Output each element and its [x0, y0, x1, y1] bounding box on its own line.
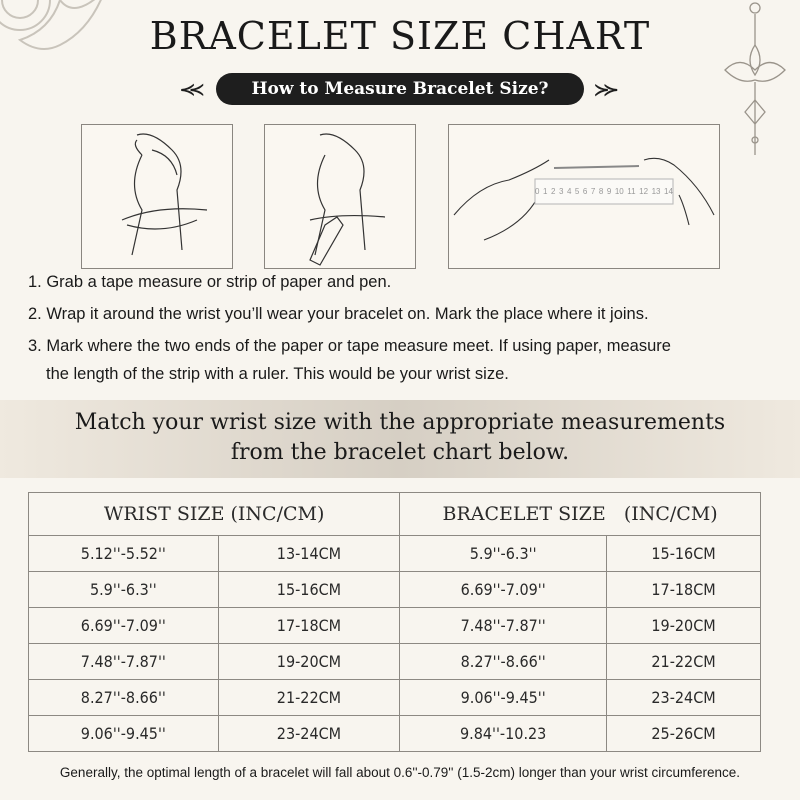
table-cell: 7.48''-7.87'': [28, 643, 219, 680]
table-cell: 6.69''-7.09'': [399, 571, 608, 608]
band-line-1: Match your wrist size with the appropria…: [74, 410, 726, 435]
table-cell: 23-24CM: [217, 715, 401, 752]
ruler-label: 1: [542, 187, 548, 196]
table-cell: 6.69''-7.09'': [28, 607, 219, 644]
illustration-hand-mark: [264, 124, 416, 269]
table-cell: 9.84''-10.23: [399, 715, 608, 752]
table-cell: 7.48''-7.87'': [399, 607, 608, 644]
ruler-label: 13: [651, 187, 661, 196]
ruler-label: 5: [574, 187, 580, 196]
illustration-hand-wrap: [81, 124, 233, 269]
ruler-label: 3: [558, 187, 564, 196]
step-3: 3. Mark where the two ends of the paper …: [28, 337, 671, 355]
ruler-label: 4: [566, 187, 572, 196]
page-title: BRACELET SIZE CHART: [149, 14, 651, 58]
table-cell: 5.9''-6.3'': [399, 535, 608, 572]
mandala-ornament-icon: [0, 0, 102, 50]
table-row: 5.12''-5.52'' 13-14CM 5.9''-6.3'' 15-16CM: [28, 535, 761, 572]
table-cell: 13-14CM: [217, 535, 401, 572]
subtitle-pill: How to Measure Bracelet Size?: [216, 73, 584, 105]
illustration-ruler-measure: 0 1 2 3 4 5 6 7 8 9 10 11 12 13 14: [448, 124, 720, 269]
table-cell: 5.9''-6.3'': [28, 571, 219, 608]
step-2: 2. Wrap it around the wrist you’ll wear …: [28, 305, 649, 323]
ruler-label: 2: [550, 187, 556, 196]
table-cell: 9.06''-9.45'': [28, 715, 219, 752]
ruler-label: 14: [664, 187, 673, 196]
ruler-label: 8: [598, 187, 604, 196]
table-row: 8.27''-8.66'' 21-22CM 9.06''-9.45'' 23-24CM: [28, 679, 761, 716]
table-cell: 8.27''-8.66'': [399, 643, 608, 680]
ruler-label: 9: [606, 187, 612, 196]
header-wrist-size: WRIST SIZE (INC/CM): [27, 492, 401, 536]
table-cell: 15-16CM: [217, 571, 401, 608]
table-cell: 15-16CM: [606, 535, 761, 572]
table-row: 6.69''-7.09'' 17-18CM 7.48''-7.87'' 19-20CM: [28, 607, 761, 644]
table-cell: 19-20CM: [217, 643, 401, 680]
footnote: Generally, the optimal length of a brace…: [59, 765, 741, 780]
size-table: WRIST SIZE (INC/CM) BRACELET SIZE (INC/C…: [27, 492, 761, 752]
ruler: 0 1 2 3 4 5 6 7 8 9 10 11 12 13 14: [535, 187, 673, 196]
step-1: 1. Grab a tape measure or strip of paper…: [28, 273, 392, 291]
table-cell: 21-22CM: [217, 679, 401, 716]
ruler-label: 12: [639, 187, 649, 196]
ruler-label: 10: [614, 187, 624, 196]
table-cell: 9.06''-9.45'': [399, 679, 608, 716]
table-cell: 8.27''-8.66'': [28, 679, 219, 716]
table-cell: 25-26CM: [606, 715, 761, 752]
table-cell: 21-22CM: [606, 643, 761, 680]
ruler-label: 7: [590, 187, 596, 196]
table-row: 5.9''-6.3'' 15-16CM 6.69''-7.09'' 17-18CM: [28, 571, 761, 608]
table-cell: 23-24CM: [606, 679, 761, 716]
swirl-right-icon: ⪼: [594, 72, 619, 102]
ruler-label: 0: [535, 187, 540, 196]
instruction-band: [0, 400, 800, 478]
ruler-label: 6: [582, 187, 588, 196]
lotus-ornament-icon: [724, 2, 786, 155]
step-3-continued: the length of the strip with a ruler. Th…: [46, 365, 509, 383]
ruler-label: 11: [627, 187, 636, 196]
table-cell: 5.12''-5.52'': [28, 535, 219, 572]
table-cell: 19-20CM: [606, 607, 761, 644]
table-row: 9.06''-9.45'' 23-24CM 9.84''-10.23 25-26CM: [28, 715, 761, 752]
band-line-2: from the bracelet chart below.: [230, 440, 570, 465]
header-bracelet-size: BRACELET SIZE (INC/CM): [399, 492, 761, 536]
swirl-left-icon: ⪻: [180, 72, 205, 102]
table-cell: 17-18CM: [606, 571, 761, 608]
table-row: 7.48''-7.87'' 19-20CM 8.27''-8.66'' 21-22CM: [28, 643, 761, 680]
table-cell: 17-18CM: [217, 607, 401, 644]
